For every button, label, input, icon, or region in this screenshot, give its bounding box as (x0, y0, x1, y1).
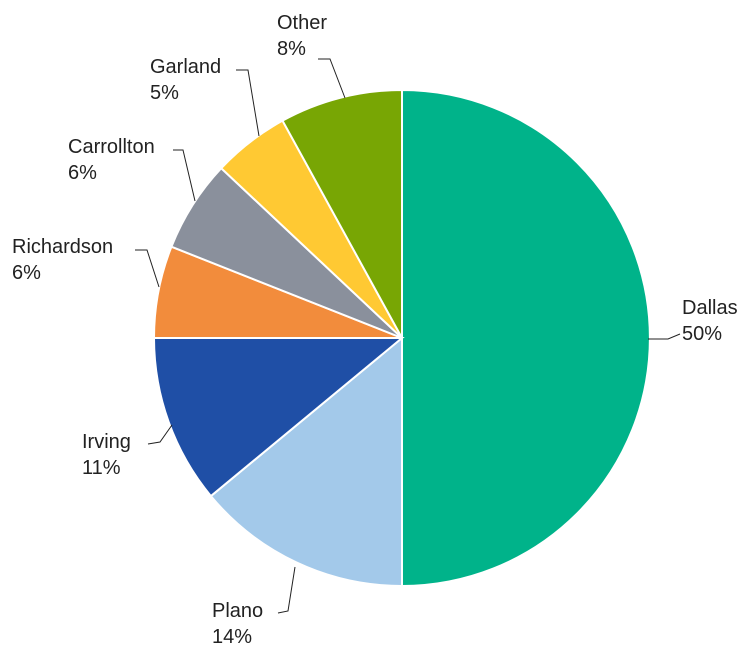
slice-plano (209, 335, 403, 588)
leader-garland (236, 69, 260, 137)
label-name-plano: Plano (212, 600, 263, 622)
label-name-carrollton: Carrollton (68, 136, 155, 158)
leader-plano (277, 566, 296, 614)
label-name-richardson: Richardson (12, 236, 113, 258)
slice-dallas (401, 88, 651, 588)
leader-irving (147, 424, 173, 445)
label-name-other: Other (277, 12, 327, 34)
label-pct-plano: 14% (212, 626, 252, 646)
label-leaders (135, 58, 681, 614)
leader-richardson (135, 249, 160, 288)
label-pct-dallas: 50% (682, 323, 722, 345)
label-pct-carrollton: 6% (68, 162, 97, 184)
slice-irving (152, 337, 405, 498)
leader-dallas (648, 333, 681, 340)
slice-other (281, 88, 403, 339)
leader-other (318, 58, 346, 99)
slice-labels: Dallas 50% Plano 14% Irving 11% Richards… (12, 12, 738, 646)
pie-slices (152, 88, 651, 588)
leader-carrollton (173, 149, 196, 202)
label-pct-other: 8% (277, 38, 306, 60)
label-name-dallas: Dallas (682, 297, 738, 319)
label-pct-garland: 5% (150, 82, 179, 104)
label-pct-irving: 11% (82, 457, 121, 479)
label-name-garland: Garland (150, 56, 221, 78)
label-pct-richardson: 6% (12, 262, 41, 284)
label-name-irving: Irving (82, 431, 131, 453)
